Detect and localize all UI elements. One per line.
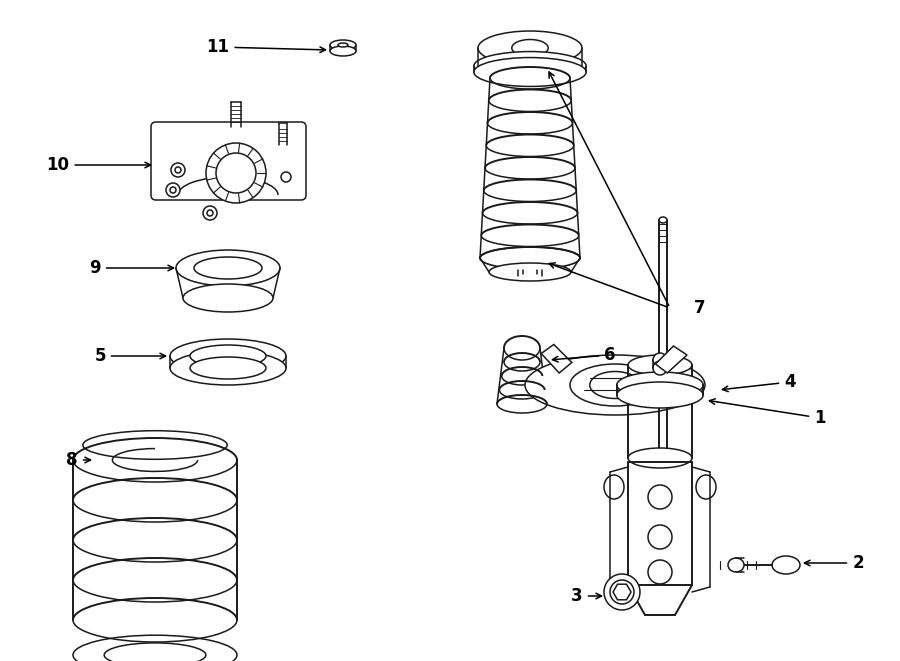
Text: 10: 10 <box>47 156 150 174</box>
Ellipse shape <box>281 172 291 182</box>
Text: 8: 8 <box>67 451 91 469</box>
Text: 5: 5 <box>94 347 166 365</box>
Ellipse shape <box>104 643 206 661</box>
Ellipse shape <box>616 382 703 408</box>
Ellipse shape <box>570 364 660 406</box>
Ellipse shape <box>480 247 580 269</box>
Ellipse shape <box>194 257 262 279</box>
Ellipse shape <box>628 355 692 375</box>
Ellipse shape <box>338 43 348 47</box>
Polygon shape <box>541 344 572 373</box>
Ellipse shape <box>617 587 627 597</box>
Ellipse shape <box>216 153 256 193</box>
Ellipse shape <box>203 206 217 220</box>
Ellipse shape <box>190 345 266 367</box>
Ellipse shape <box>330 40 356 50</box>
Ellipse shape <box>628 448 692 468</box>
Ellipse shape <box>648 485 672 509</box>
Ellipse shape <box>330 46 356 56</box>
Ellipse shape <box>604 475 624 499</box>
Ellipse shape <box>170 351 286 385</box>
Ellipse shape <box>207 210 213 216</box>
Ellipse shape <box>190 357 266 379</box>
Text: 3: 3 <box>572 587 601 605</box>
Text: 9: 9 <box>89 259 174 277</box>
Ellipse shape <box>183 284 273 312</box>
Ellipse shape <box>166 183 180 197</box>
Ellipse shape <box>176 250 280 286</box>
Polygon shape <box>613 584 631 600</box>
Ellipse shape <box>648 560 672 584</box>
Ellipse shape <box>73 635 237 661</box>
Ellipse shape <box>610 580 634 604</box>
Text: 4: 4 <box>723 373 796 392</box>
Ellipse shape <box>653 353 667 367</box>
FancyBboxPatch shape <box>151 122 306 200</box>
Ellipse shape <box>728 558 744 572</box>
Ellipse shape <box>616 372 703 398</box>
Ellipse shape <box>175 167 181 173</box>
Ellipse shape <box>648 525 672 549</box>
Ellipse shape <box>525 355 705 415</box>
Text: 11: 11 <box>206 38 326 56</box>
Text: 1: 1 <box>709 399 826 427</box>
Ellipse shape <box>659 217 667 223</box>
Ellipse shape <box>170 339 286 373</box>
Polygon shape <box>655 346 687 373</box>
Ellipse shape <box>170 187 176 193</box>
Ellipse shape <box>473 52 586 81</box>
Ellipse shape <box>206 143 266 203</box>
Ellipse shape <box>489 263 571 281</box>
Text: 6: 6 <box>553 346 616 364</box>
Ellipse shape <box>478 31 582 65</box>
Ellipse shape <box>83 431 227 459</box>
Text: 7: 7 <box>694 299 706 317</box>
Ellipse shape <box>473 58 586 87</box>
Text: 2: 2 <box>805 554 864 572</box>
Ellipse shape <box>590 371 640 399</box>
Ellipse shape <box>696 475 716 499</box>
Ellipse shape <box>604 574 640 610</box>
Ellipse shape <box>772 556 800 574</box>
Ellipse shape <box>171 163 185 177</box>
Ellipse shape <box>512 40 548 56</box>
Ellipse shape <box>653 361 667 375</box>
